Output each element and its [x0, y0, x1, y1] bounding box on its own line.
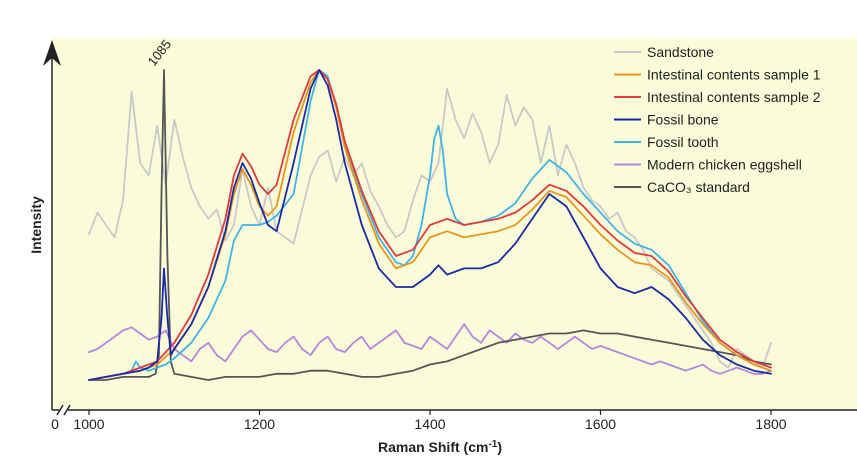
x-axis-title: Raman Shift (cm-1): [378, 439, 502, 456]
x-tick-label: 1000: [73, 416, 104, 432]
legend-label-modern-chicken-eggshell: Modern chicken eggshell: [647, 157, 802, 173]
x-axis-title-superscript: -1: [488, 439, 497, 450]
series-line-caco-standard: [88, 69, 772, 381]
series-line-modern-chicken-eggshell: [88, 323, 772, 375]
legend-label-sandstone: Sandstone: [647, 44, 714, 60]
x-axis-title-main: Raman Shift (cm: [378, 439, 488, 455]
legend: Sandstone Intestinal contents sample 1 Int…: [614, 44, 821, 195]
axes-layer: 1000 1200 1400 1600 1800: [43, 40, 857, 432]
x-ticks: 1000 1200 1400 1600 1800: [73, 410, 787, 432]
series-line-sandstone: [88, 87, 772, 369]
y-axis-arrow-icon: [43, 40, 61, 66]
x-tick-label: 1800: [755, 416, 786, 432]
series-line-fossil-bone: [88, 69, 772, 381]
axis-break-icon: [56, 404, 71, 416]
series-layer: [88, 69, 772, 381]
legend-label-fossil-tooth: Fossil tooth: [647, 134, 719, 150]
legend-label-intestinal-contents-sample-2: Intestinal contents sample 2: [647, 89, 821, 105]
origin-label: 0: [51, 416, 59, 432]
x-tick-label: 1600: [585, 416, 616, 432]
y-axis-title: Intensity: [28, 196, 44, 254]
x-tick-label: 1200: [244, 416, 275, 432]
x-axis-title-end: ): [497, 439, 502, 455]
series-line-intestinal-contents-sample-2: [88, 69, 772, 381]
legend-label-fossil-bone: Fossil bone: [647, 112, 719, 128]
legend-label-intestinal-contents-sample-1: Intestinal contents sample 1: [647, 67, 821, 83]
series-line-fossil-tooth: [88, 69, 772, 381]
legend-label-caco-standard: CaCO₃ standard: [647, 179, 750, 195]
x-tick-label: 1400: [414, 416, 445, 432]
